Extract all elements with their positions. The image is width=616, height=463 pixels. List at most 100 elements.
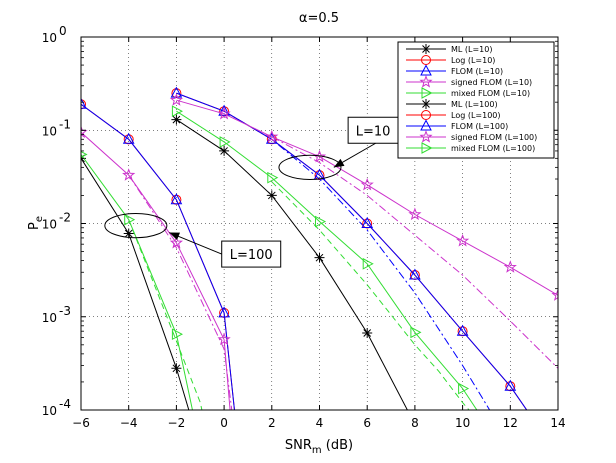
marker-circle: [81, 99, 86, 110]
marker-star: [265, 129, 279, 143]
x-tick-label: 14: [550, 416, 565, 430]
series-signed-flom-l-10: [169, 93, 558, 301]
marker-triangle-right: [421, 142, 433, 154]
y-axis-label: Pe: [27, 216, 45, 230]
annotation-ellipse: [278, 154, 342, 180]
x-tick-label: 4: [316, 416, 324, 430]
marker-asterisk: [123, 228, 134, 239]
marker-triangle-right: [219, 136, 231, 148]
legend-label: mixed FLOM (L=100): [451, 144, 535, 153]
y-tick-label-exponent: -1: [59, 117, 71, 131]
y-tick-label-exponent: 0: [59, 24, 67, 38]
legend-label: Log (L=10): [451, 56, 495, 65]
x-tick-label: 6: [363, 416, 371, 430]
annotation-label: L=10: [356, 124, 391, 139]
dashed-curve: [128, 174, 233, 410]
marker-star: [408, 207, 422, 221]
marker-triangle-right: [458, 382, 470, 395]
series-line: [176, 110, 478, 410]
marker-triangle-right: [315, 215, 327, 228]
marker-triangle-up: [409, 268, 421, 280]
series-line: [81, 154, 193, 410]
marker-star: [217, 106, 231, 120]
marker-star: [169, 93, 183, 106]
marker-star: [217, 332, 231, 346]
marker-triangle-up: [218, 104, 230, 116]
series-mixed-flom-l-100: [81, 151, 193, 410]
x-tick-label: −6: [72, 416, 90, 430]
marker-triangle-right: [410, 326, 422, 339]
marker-triangle-up: [218, 306, 230, 318]
y-tick-label-exponent: -4: [59, 397, 71, 411]
marker-star: [456, 234, 470, 247]
x-axis-label-main: SNR: [285, 438, 312, 453]
marker-asterisk: [219, 145, 230, 156]
series-mixed-flom-l-10: [171, 105, 478, 410]
series-ml-l-100: [81, 153, 190, 410]
y-tick-label-exponent: -2: [59, 211, 71, 225]
annotation-layer: L=10 L=100: [104, 116, 399, 268]
series-line: [81, 158, 190, 410]
dashed-curve: [271, 136, 558, 369]
legend-label: ML (L=100): [451, 100, 498, 109]
legend-entry: FLOM (L=10): [406, 64, 503, 76]
x-axis-label-unit: (dB): [322, 438, 353, 453]
x-axis-label-sub: m: [312, 445, 322, 456]
annotation-label: L=100: [230, 248, 273, 263]
series-line: [176, 119, 408, 410]
marker-star: [419, 130, 433, 143]
marker-asterisk: [421, 99, 431, 109]
marker-asterisk: [266, 190, 277, 201]
marker-triangle-up: [420, 64, 432, 76]
x-tick-label: 0: [220, 416, 228, 430]
marker-asterisk: [171, 363, 182, 374]
dashed-curve: [128, 219, 203, 410]
y-tick-label: 10: [42, 31, 57, 45]
annotation-arrow-head: [333, 158, 345, 168]
x-tick-label: 10: [455, 416, 470, 430]
y-tick-label: 10: [42, 311, 57, 325]
marker-triangle-up: [504, 379, 517, 391]
annotation-l10: L=10: [278, 116, 399, 180]
series-flom-l-10: [170, 86, 528, 410]
marker-triangle-up: [170, 193, 183, 205]
y-axis-label-main: P: [27, 222, 42, 230]
marker-star: [551, 288, 558, 301]
x-tick-label: −4: [120, 416, 138, 430]
marker-star: [122, 168, 136, 181]
legend: ML (L=10) Log (L=10) FLOM (L=10) signed FLO…: [397, 41, 555, 159]
marker-triangle-up: [420, 119, 432, 131]
y-tick-label: 10: [42, 124, 57, 138]
series-line: [81, 131, 231, 410]
curves-layer: [81, 86, 558, 410]
chart-title: α=0.5: [299, 11, 339, 26]
legend-entry: ML (L=10): [406, 44, 492, 54]
x-tick-label: 12: [503, 416, 518, 430]
marker-star: [419, 75, 433, 88]
annotation-arrow-head: [169, 232, 181, 241]
marker-triangle-right: [267, 171, 279, 184]
legend-entry: mixed FLOM (L=100): [406, 142, 535, 154]
x-axis-label: SNRm (dB): [285, 438, 353, 456]
annotation-ellipse: [104, 212, 168, 239]
marker-triangle-right: [362, 257, 374, 270]
marker-triangle-right: [124, 213, 136, 226]
dashed-curve: [271, 181, 470, 410]
marker-triangle-right: [171, 105, 183, 118]
legend-label: ML (L=10): [451, 45, 492, 54]
x-tick-label: 2: [268, 416, 276, 430]
annotation-box: [347, 116, 399, 144]
series-flom-l-100: [81, 97, 235, 410]
legend-entry: FLOM (L=100): [406, 119, 508, 131]
series-line: [81, 103, 235, 410]
legend-entry: signed FLOM (L=10): [406, 75, 532, 88]
marker-star: [360, 177, 374, 191]
legend-entry: mixed FLOM (L=10): [406, 87, 530, 99]
y-axis-label-sub: e: [34, 216, 45, 222]
marker-triangle-right: [421, 87, 433, 99]
x-tick-label: −2: [168, 416, 186, 430]
y-tick-label-exponent: -3: [59, 304, 71, 318]
legend-label: signed FLOM (L=100): [451, 133, 537, 142]
